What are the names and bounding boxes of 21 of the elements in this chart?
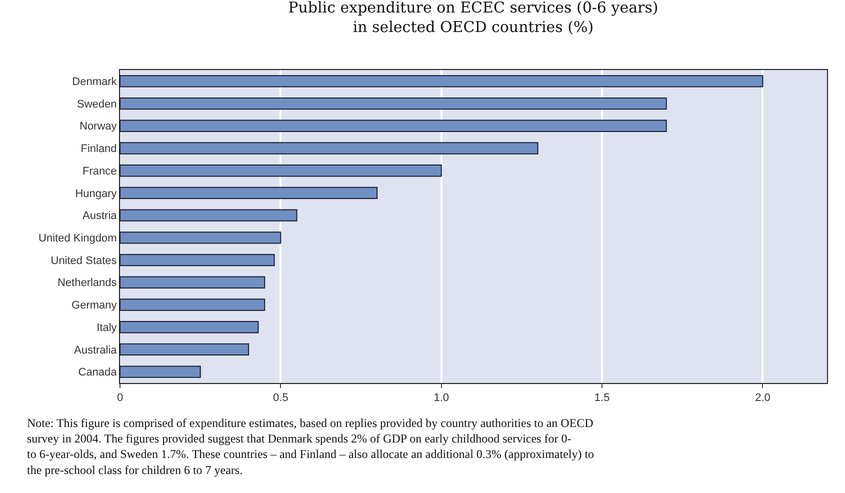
- x-tick-label: 1.0: [434, 392, 450, 404]
- y-tick-label: Hungary: [75, 188, 118, 200]
- y-tick-label: Sweden: [77, 98, 117, 110]
- x-tick-label: 1.5: [594, 392, 610, 404]
- y-tick-label: United Kingdom: [38, 232, 117, 245]
- y-tick-label: Netherlands: [57, 277, 118, 290]
- y-tick-label: Italy: [96, 322, 118, 334]
- x-tick-label: 0: [116, 392, 124, 404]
- y-tick-label: United States: [50, 254, 118, 267]
- x-tick-label: 0.5: [273, 392, 288, 404]
- y-tick-label: Australia: [74, 344, 118, 356]
- y-tick-label: Austria: [82, 210, 118, 222]
- x-tick-label: 2.0: [755, 392, 770, 404]
- y-tick-label: Germany: [72, 300, 118, 312]
- y-tick-label: France: [82, 165, 117, 178]
- y-tick-label: Canada: [78, 366, 118, 379]
- chart-title: Public expenditure on ECEC services (0-6 years) in selected OECD countries (%): [288, 0, 658, 36]
- y-tick-label: Denmark: [72, 76, 118, 88]
- y-tick-label: Norway: [80, 120, 118, 133]
- y-tick-label: Finland: [80, 143, 117, 156]
- text: Note: This figure is comprised of expenditure estimates, based on replies provided by country authorities to an OECD survey in 2004. The figures provided suggest that Denmark spends 2% of GDP on early childhood services for 0- to 6-year-olds, and Sweden 1.7%. These countries – and Finland – also allocate an additional 0.3% (approximately) to the pre-school class for children 6 to 7 years.: [27, 416, 594, 477]
